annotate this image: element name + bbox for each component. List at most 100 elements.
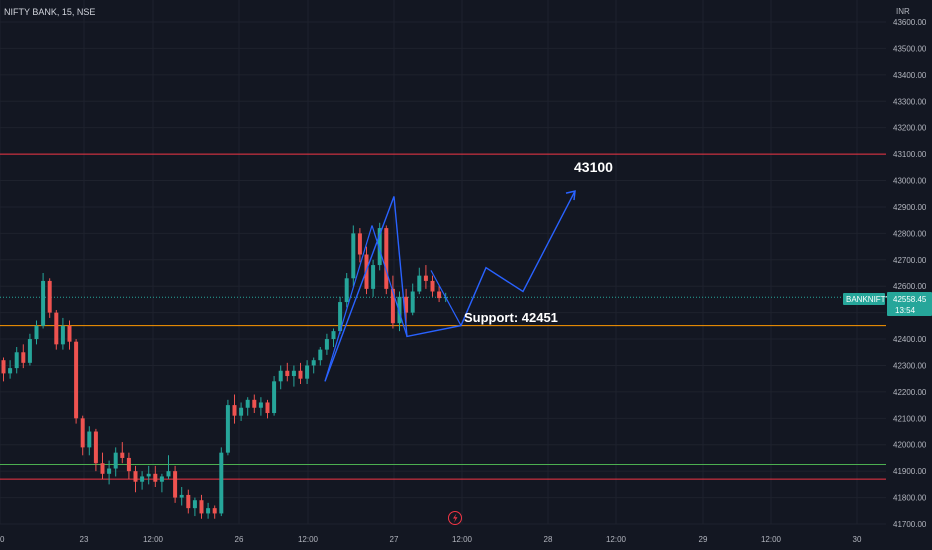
candle [225,399,230,456]
price-tick-label: 41800.00 [893,494,927,503]
horizontal-lines[interactable] [0,153,886,480]
candle-body [27,339,32,363]
price-tick-label: 43000.00 [893,177,927,186]
price-tick-label: 43500.00 [893,44,927,53]
candle-body [430,280,435,292]
candle-body [14,352,19,369]
candle-body [8,368,13,374]
time-tick-label: 12:00 [143,535,164,544]
candle-body [384,228,389,289]
price-tick-label: 43400.00 [893,71,927,80]
candle [212,505,217,519]
candle [252,394,257,414]
time-tick-label: 12:00 [452,535,473,544]
candle [1,357,6,382]
candle [410,283,415,316]
candle [357,228,362,263]
time-tick-label: 26 [235,535,244,544]
candle-body [199,500,204,514]
time-axis-labels: 00 23 12:00 26 12:00 27 12:00 28 12:00 29 12:00 30 [0,535,862,544]
candle-body [258,402,263,408]
candle [14,346,19,374]
candle [423,265,428,289]
candle-body [126,457,131,472]
countdown-value: 13:54 [895,306,916,315]
candle [351,225,356,287]
candle-body [239,407,244,416]
candle [305,360,310,384]
candle-body [34,325,39,340]
candle [258,397,263,416]
candle-body [417,275,422,292]
candle-body [21,352,26,363]
currency-label: INR [896,7,910,16]
candle [192,497,197,517]
price-tick-label: 42900.00 [893,203,927,212]
projection-path[interactable] [324,190,576,382]
candle-body [278,370,283,382]
candle-body [120,452,125,458]
projection-wedge-line[interactable] [324,225,373,382]
candle [186,489,191,514]
time-tick-label: 23 [80,535,89,544]
time-tick-label: 00 [0,535,5,544]
projection-wedge-line[interactable] [430,270,462,326]
time-tick-label: 12:00 [761,535,782,544]
candle [239,402,244,421]
projection-wedge-line[interactable] [371,225,408,337]
price-tick-label: 41900.00 [893,467,927,476]
candle [371,259,376,297]
projection-line[interactable] [324,190,576,382]
candle-body [357,233,362,255]
candle [404,288,409,324]
candle-body [377,228,382,266]
candle-body [298,370,303,379]
candle-body [87,431,92,448]
candle [140,471,145,490]
chart-title: NIFTY BANK, 15, NSE [4,7,95,17]
candle-body [437,291,442,299]
price-tick-label: 42200.00 [893,388,927,397]
price-tick-label: 41700.00 [893,520,927,529]
price-axis-labels: 43600.00 43500.00 43400.00 43300.00 43200.00… [893,18,927,529]
candle-body [74,341,79,419]
candle-body [146,473,151,477]
candle [107,460,112,485]
price-axis[interactable] [886,0,932,550]
candle-body [232,405,237,416]
target-annotation[interactable]: 43100 [574,159,613,175]
candle [390,275,395,329]
candle-body [291,370,296,377]
candle [344,273,349,308]
candle [67,320,72,350]
price-tick-label: 43600.00 [893,18,927,27]
candle [8,360,13,379]
candle [219,447,224,517]
support-annotation[interactable]: Support: 42451 [464,310,558,325]
price-tick-label: 42400.00 [893,335,927,344]
candle-body [179,494,184,498]
candle [41,273,46,329]
candle [338,296,343,334]
candle-body [324,339,329,350]
candle-body [67,325,72,342]
candle-body [397,296,402,324]
lightning-icon[interactable] [448,511,462,525]
candle-body [41,280,46,326]
candle [278,365,283,390]
candle-body [285,370,290,377]
candle [199,494,204,519]
candle [291,365,296,387]
symbol-badge: BANKNIFTY [843,293,892,305]
candle-body [133,471,138,482]
price-tick-label: 42600.00 [893,282,927,291]
candle-body [153,473,158,482]
candle [384,225,389,295]
candle [166,455,171,480]
candle [113,447,118,477]
candle [324,333,329,355]
price-tick-label: 42000.00 [893,441,927,450]
candle [27,333,32,366]
